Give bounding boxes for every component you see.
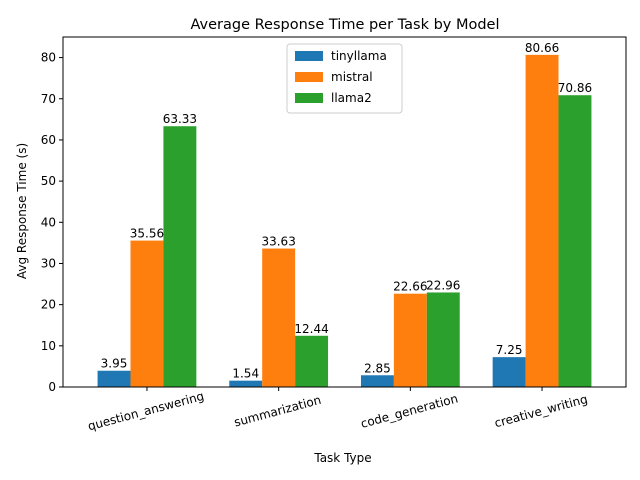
bar-mistral-question_answering [130,240,164,387]
bar-value-labels: 3.95 1.54 2.85 7.25 35.56 33.63 22.66 80.66 63.3… [101,41,592,381]
y-tick-label: 70 [41,92,56,106]
x-tick-label-creative_writing: creative_writing [493,392,589,430]
x-tick-label-summarization: summarization [233,393,323,430]
y-tick-label: 40 [41,215,56,229]
bar-tinyllama-code_generation [360,375,394,387]
y-tick-label: 20 [41,298,56,312]
bar-label-tinyllama-summarization: 1.54 [232,367,259,381]
chart-title: Average Response Time per Task by Model [190,17,499,33]
y-tick-label: 60 [41,133,56,147]
x-tick-label-code_generation: code_generation [359,391,459,430]
legend: tinyllama mistral llama2 [286,43,403,114]
y-tick-label: 30 [41,256,56,270]
bar-label-llama2-code_generation: 22.96 [426,278,460,292]
bar-label-llama2-question_answering: 63.33 [163,112,197,126]
legend-swatch-llama2 [295,93,323,103]
bar-label-tinyllama-code_generation: 2.85 [364,361,391,375]
x-tick-label-question_answering: question_answering [86,389,205,434]
bar-tinyllama-creative_writing [492,357,526,387]
bar-label-tinyllama-question_answering: 3.95 [101,357,128,371]
legend-label-llama2: llama2 [331,91,372,105]
legend-label-mistral: mistral [331,70,373,84]
plot-frame [62,36,627,388]
bar-mistral-code_generation [393,293,427,387]
bar-label-mistral-code_generation: 22.66 [393,280,427,294]
x-axis-title: Task Type [313,451,371,465]
y-tick-label: 10 [41,339,56,353]
legend-label-tinyllama: tinyllama [331,49,387,63]
y-tick-label: 0 [48,380,56,394]
bar-mistral-summarization [262,248,296,387]
bar-llama2-code_generation [426,292,460,387]
bar-llama2-question_answering [163,126,197,388]
y-axis-title: Avg Response Time (s) [15,143,29,279]
bar-label-tinyllama-creative_writing: 7.25 [496,343,523,357]
bar-llama2-summarization [295,335,329,387]
bar-tinyllama-summarization [229,380,263,387]
bar-llama2-creative_writing [558,95,592,388]
bar-label-llama2-creative_writing: 70.86 [558,81,592,95]
bar-label-llama2-summarization: 12.44 [294,322,328,336]
bar-label-mistral-creative_writing: 80.66 [525,41,559,55]
bar-mistral-creative_writing [525,54,559,388]
bar-label-mistral-question_answering: 35.56 [130,227,164,241]
bar-tinyllama-question_answering [97,370,131,387]
bar-label-mistral-summarization: 33.63 [261,235,295,249]
bars-layer [97,54,592,388]
legend-swatch-mistral [295,72,323,82]
y-tick-label: 50 [41,174,56,188]
legend-swatch-tinyllama [295,51,323,61]
y-tick-label: 80 [41,51,56,65]
